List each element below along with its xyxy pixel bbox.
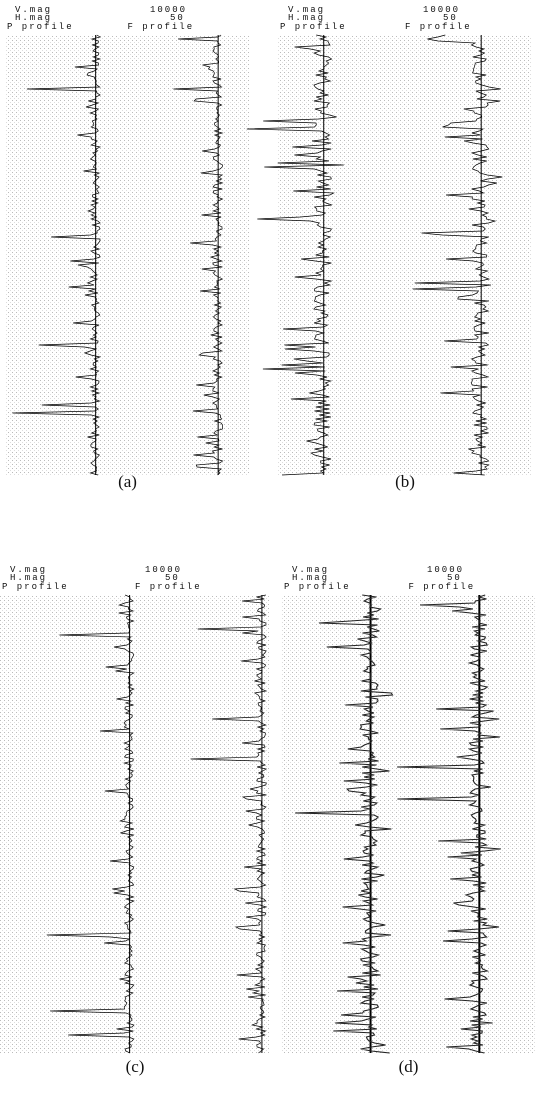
p-profile-label: P profile: [2, 582, 69, 592]
profile-trace: [397, 594, 501, 1054]
profile-trace: [295, 594, 394, 1054]
v-mag-value: 10000: [427, 565, 464, 575]
f-profile-label: F profile: [128, 22, 195, 32]
v-mag-value: 10000: [145, 565, 182, 575]
profile-grid: [282, 595, 535, 1053]
p-profile-label: P profile: [7, 22, 74, 32]
caption: (d): [399, 1057, 419, 1076]
panel: V.mag 10000 H.mag 50 P profile F profile (d): [282, 565, 535, 1076]
p-profile-label: P profile: [284, 582, 351, 592]
h-mag-value: 50: [170, 13, 185, 23]
h-mag-label: H.mag: [15, 13, 52, 23]
panel: V.mag 10000 H.mag 50 P profile F profile (b): [246, 5, 532, 491]
h-mag-label: H.mag: [292, 573, 329, 583]
h-mag-label: H.mag: [288, 13, 325, 23]
profile-trace: [46, 594, 135, 1054]
caption: (b): [395, 472, 415, 491]
v-mag-label: V.mag: [288, 5, 325, 15]
v-mag-value: 10000: [150, 5, 187, 15]
profile-trace: [246, 34, 344, 476]
v-mag-label: V.mag: [10, 565, 47, 575]
profile-trace: [412, 34, 503, 476]
f-profile-label: F profile: [409, 582, 476, 592]
panel: V.mag 10000 H.mag 50 P profile F profile (c): [0, 565, 270, 1076]
f-profile-label: F profile: [405, 22, 472, 32]
caption: (c): [126, 1057, 145, 1076]
h-mag-label: H.mag: [10, 573, 47, 583]
v-mag-label: V.mag: [15, 5, 52, 15]
caption: (a): [118, 472, 137, 491]
h-mag-value: 50: [165, 573, 180, 583]
h-mag-value: 50: [443, 13, 458, 23]
panel: V.mag 10000 H.mag 50 P profile F profile (a): [5, 5, 250, 491]
v-mag-label: V.mag: [292, 565, 329, 575]
profile-trace: [173, 34, 224, 476]
profile-trace: [12, 34, 102, 476]
profile-grid: [0, 595, 270, 1053]
h-mag-value: 50: [447, 573, 462, 583]
profile-grid: [5, 35, 250, 475]
p-profile-label: P profile: [280, 22, 347, 32]
f-profile-label: F profile: [135, 582, 202, 592]
profile-trace: [190, 594, 268, 1054]
v-mag-value: 10000: [423, 5, 460, 15]
